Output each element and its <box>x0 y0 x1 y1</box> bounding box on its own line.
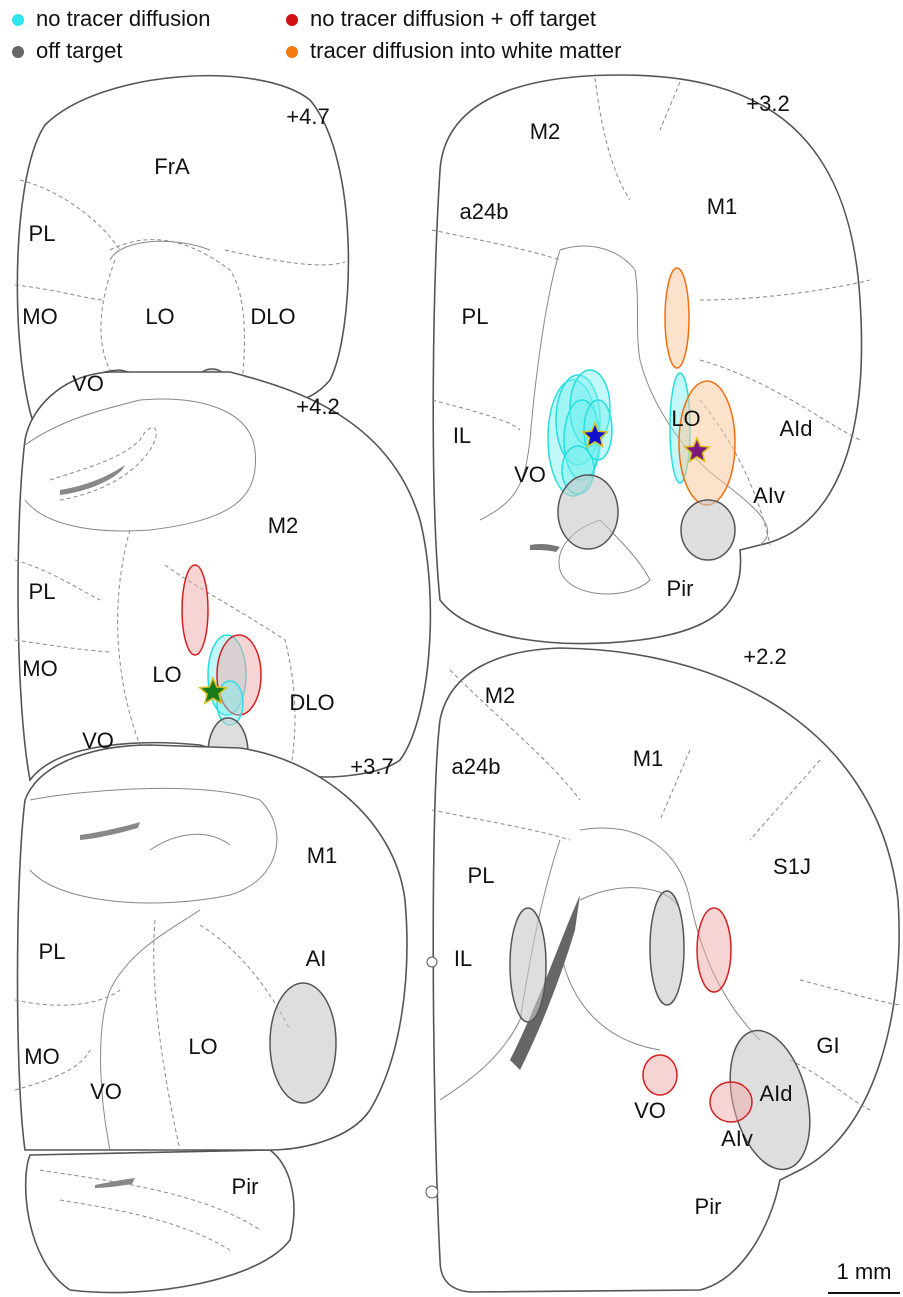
region-label: FrA <box>154 154 190 179</box>
scale-bar-label: 1 mm <box>837 1259 892 1284</box>
section-coordinate: +2.2 <box>743 644 786 669</box>
region-label: AI <box>306 946 327 971</box>
legend-dot <box>12 46 24 58</box>
region-label: M1 <box>307 843 338 868</box>
region-label: VO <box>82 728 114 753</box>
region-label: Pir <box>695 1194 722 1219</box>
region-label: PL <box>462 304 489 329</box>
section-coordinate: +3.7 <box>350 754 393 779</box>
section-coordinate: +4.2 <box>296 394 339 419</box>
region-label: a24b <box>452 754 501 779</box>
section-coordinate: +4.7 <box>286 104 329 129</box>
region-label: M2 <box>530 119 561 144</box>
section <box>15 745 407 1293</box>
legend-label: no tracer diffusion <box>36 6 210 31</box>
region-label: PL <box>29 579 56 604</box>
region-label: AId <box>779 416 812 441</box>
region-label: VO <box>90 1079 122 1104</box>
legend-label: tracer diffusion into white matter <box>310 38 621 63</box>
legend-dot <box>286 14 298 26</box>
figure: no tracer diffusion off target no tracer… <box>0 0 903 1297</box>
region-label: S1J <box>773 854 811 879</box>
region-label: GI <box>816 1033 839 1058</box>
region-label: LO <box>188 1034 217 1059</box>
region-label: MO <box>24 1044 59 1069</box>
region-label: VO <box>514 462 546 487</box>
section <box>432 648 900 1292</box>
region-label: AIv <box>721 1126 753 1151</box>
region-label: AId <box>759 1081 792 1106</box>
region-label: LO <box>152 662 181 687</box>
region-label: PL <box>468 863 495 888</box>
legend-label: no tracer diffusion + off target <box>310 6 596 31</box>
region-label: VO <box>634 1098 666 1123</box>
region-label: IL <box>453 423 471 448</box>
section <box>15 372 430 788</box>
legend-label: off target <box>36 38 122 63</box>
region-label: M2 <box>485 683 516 708</box>
region-label: Pir <box>232 1174 259 1199</box>
region-label: IL <box>454 946 472 971</box>
region-label: M1 <box>707 194 738 219</box>
section <box>432 75 870 644</box>
region-label: a24b <box>460 199 509 224</box>
region-label: M2 <box>268 513 299 538</box>
region-label: PL <box>39 939 66 964</box>
marker <box>426 1186 438 1198</box>
region-label: DLO <box>250 304 295 329</box>
legend-dot <box>286 46 298 58</box>
region-label: Pir <box>667 576 694 601</box>
section-coordinate: +3.2 <box>746 91 789 116</box>
legend-dot <box>12 14 24 26</box>
region-label: MO <box>22 304 57 329</box>
region-label: LO <box>145 304 174 329</box>
region-label: M1 <box>633 746 664 771</box>
region-label: AIv <box>753 483 785 508</box>
marker <box>427 957 437 967</box>
region-label: LO <box>671 406 700 431</box>
region-label: MO <box>22 656 57 681</box>
region-label: DLO <box>289 690 334 715</box>
region-label: VO <box>72 371 104 396</box>
region-label: PL <box>29 221 56 246</box>
